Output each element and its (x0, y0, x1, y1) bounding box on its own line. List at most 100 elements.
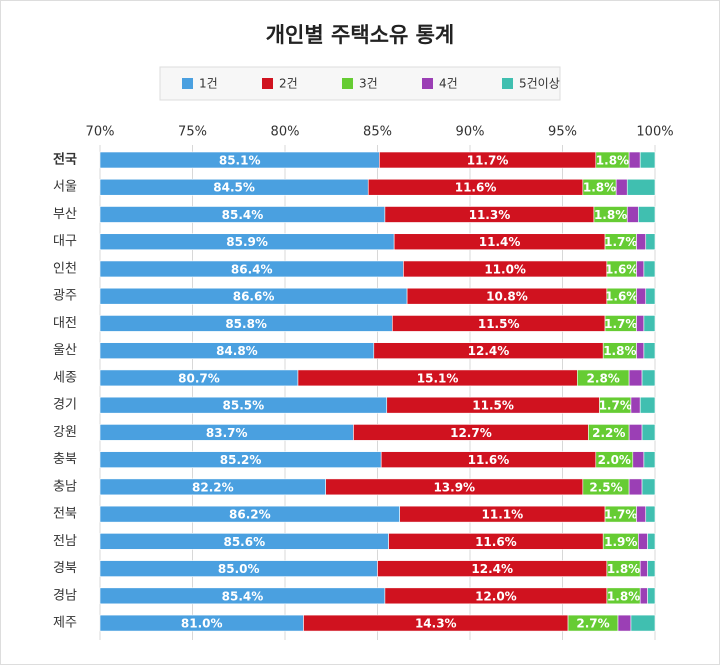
y-tick-label: 충남 (53, 479, 77, 494)
bar-segment (643, 315, 656, 332)
y-tick-label: 전국 (53, 152, 77, 168)
data-label: 11.5% (472, 399, 514, 413)
bar-segment (632, 451, 645, 468)
bar-segment (636, 260, 645, 278)
x-tick-label: 85% (363, 125, 392, 140)
y-tick-label: 인천 (53, 261, 77, 276)
legend-swatch (502, 78, 513, 89)
y-tick-label: 강원 (53, 425, 77, 440)
data-label: 1.7% (604, 317, 637, 331)
data-label: 84.5% (213, 181, 255, 195)
x-tick-label: 80% (271, 125, 300, 140)
data-label: 85.9% (226, 235, 268, 249)
data-label: 13.9% (433, 480, 475, 494)
data-label: 11.0% (484, 262, 526, 276)
bar-segment (636, 287, 647, 305)
y-tick-label: 충북 (53, 452, 77, 467)
bar-segment (630, 614, 656, 632)
legend-label: 4건 (439, 77, 458, 91)
data-label: 1.9% (604, 535, 637, 549)
data-label: 1.8% (594, 208, 627, 222)
data-label: 84.8% (216, 344, 258, 358)
bar-segment (626, 206, 639, 223)
y-tick-label: 경북 (53, 561, 77, 576)
data-label: 85.1% (219, 154, 261, 168)
data-label: 1.8% (607, 562, 640, 576)
bar-segment (645, 233, 656, 251)
data-label: 12.4% (471, 562, 513, 576)
data-label: 2.8% (587, 371, 620, 385)
data-label: 85.6% (223, 535, 265, 549)
data-label: 81.0% (181, 617, 223, 631)
data-label: 86.2% (229, 508, 271, 522)
data-label: 80.7% (178, 371, 220, 385)
legend-label: 2건 (279, 77, 298, 91)
data-label: 85.4% (222, 208, 264, 222)
bar-segment (639, 396, 656, 414)
data-label: 83.7% (206, 426, 248, 440)
data-label: 11.6% (468, 453, 510, 467)
y-tick-label: 대구 (53, 234, 77, 249)
data-label: 1.8% (607, 589, 640, 603)
data-label: 1.8% (583, 181, 616, 195)
bar-segment (643, 342, 656, 359)
bar-segment (643, 260, 656, 278)
data-label: 85.8% (225, 317, 267, 331)
bar-segment (615, 178, 628, 196)
data-label: 1.8% (596, 154, 629, 168)
y-tick-label: 경기 (53, 398, 77, 413)
bar-segment (636, 233, 647, 251)
data-label: 11.5% (478, 317, 520, 331)
bar-segment (641, 424, 656, 441)
data-label: 2.0% (598, 453, 631, 467)
y-tick-label: 대전 (53, 316, 77, 331)
data-label: 12.7% (450, 426, 492, 440)
data-label: 11.4% (479, 235, 521, 249)
x-tick-label: 75% (178, 125, 207, 140)
bar-segment (628, 369, 643, 387)
bar-segment (628, 424, 643, 441)
data-label: 82.2% (192, 480, 234, 494)
data-label: 85.0% (218, 562, 260, 576)
x-tick-label: 70% (86, 125, 115, 140)
x-tick-label: 90% (456, 125, 485, 140)
legend-swatch (422, 78, 433, 89)
bar-segment (647, 533, 656, 550)
data-label: 85.4% (222, 589, 264, 603)
data-label: 2.7% (576, 617, 609, 631)
bar-segment (645, 505, 656, 523)
y-tick-label: 전남 (53, 534, 77, 549)
data-label: 11.6% (475, 535, 517, 549)
data-label: 85.5% (223, 399, 265, 413)
data-label: 12.0% (475, 589, 517, 603)
legend-swatch (182, 78, 193, 89)
bar-segment (639, 587, 648, 605)
data-label: 1.8% (603, 344, 636, 358)
legend-label: 3건 (359, 77, 378, 91)
x-tick-label: 100% (636, 125, 673, 140)
data-label: 10.8% (486, 290, 528, 304)
data-label: 1.6% (605, 262, 638, 276)
x-tick-label: 95% (548, 125, 577, 140)
y-tick-label: 전북 (53, 507, 77, 522)
data-label: 86.6% (233, 290, 275, 304)
bar-segment (628, 151, 641, 169)
legend-box (159, 66, 561, 101)
legend-swatch (262, 78, 273, 89)
y-tick-label: 제주 (53, 616, 77, 631)
data-label: 1.7% (604, 235, 637, 249)
data-label: 86.4% (231, 262, 273, 276)
bar-segment (639, 151, 656, 169)
y-tick-label: 부산 (53, 207, 77, 222)
bar-segment (638, 206, 656, 223)
bar-segment (643, 451, 656, 468)
data-label: 11.6% (455, 181, 497, 195)
bar-segment (647, 587, 656, 605)
legend-label: 1건 (199, 77, 218, 91)
chart-title: 개인별 주택소유 통계 (266, 23, 455, 47)
bar-segment (617, 614, 632, 632)
data-label: 11.3% (469, 208, 511, 222)
data-label: 1.6% (605, 290, 638, 304)
